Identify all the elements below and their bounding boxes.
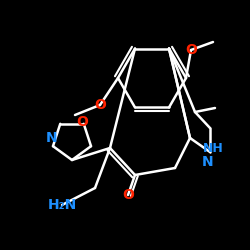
Text: N: N: [46, 131, 58, 145]
Text: O: O: [185, 43, 197, 57]
Text: O: O: [76, 115, 88, 129]
Text: H₂N: H₂N: [48, 198, 76, 212]
Text: NH: NH: [202, 142, 224, 154]
Text: O: O: [122, 188, 134, 202]
Text: O: O: [94, 98, 106, 112]
Text: N: N: [202, 155, 214, 169]
